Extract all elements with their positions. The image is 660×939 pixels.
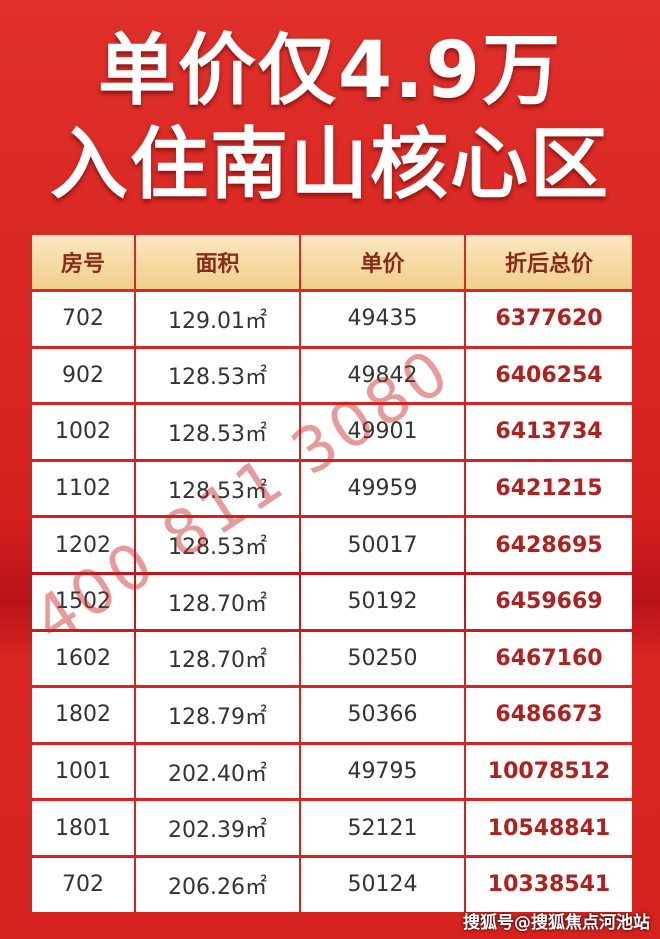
table-row: 1002 128.53㎡ 49901 6413734	[32, 405, 632, 459]
table-row: 1102 128.53㎡ 49959 6421215	[32, 461, 632, 516]
total-price-cell: 6377620	[466, 292, 632, 346]
total-price-cell: 6413734	[466, 405, 632, 459]
table-cell: 128.70㎡	[136, 631, 299, 686]
total-price-cell: 6486673	[466, 688, 632, 742]
table-cell: 702	[32, 858, 134, 912]
table-row: 702 206.26㎡ 50124 10338541	[32, 858, 632, 912]
table-cell: 128.53㎡	[136, 461, 299, 516]
table-cell: 128.53㎡	[136, 518, 299, 572]
column-header: 房号	[32, 235, 134, 289]
table-cell: 50124	[301, 858, 464, 912]
table-cell: 1602	[32, 631, 134, 686]
table-cell: 50192	[301, 575, 464, 629]
table-row: 1801 202.39㎡ 52121 10548841	[32, 801, 632, 855]
table-row: 1001 202.40㎡ 49795 10078512	[32, 744, 632, 799]
table-cell: 902	[32, 348, 134, 403]
total-price-cell: 6428695	[466, 518, 632, 572]
total-price-cell: 10548841	[466, 801, 632, 855]
table-cell: 128.70㎡	[136, 575, 299, 629]
table-row: 1602 128.70㎡ 50250 6467160	[32, 631, 632, 686]
table-cell: 50366	[301, 688, 464, 742]
total-price-cell: 6467160	[466, 631, 632, 686]
table-cell: 1802	[32, 688, 134, 742]
table-cell: 202.39㎡	[136, 801, 299, 855]
table-cell: 702	[32, 292, 134, 346]
table-row: 702 129.01㎡ 49435 6377620	[32, 292, 632, 346]
table-cell: 129.01㎡	[136, 292, 299, 346]
table-row: 1502 128.70㎡ 50192 6459669	[32, 575, 632, 629]
table-cell: 49901	[301, 405, 464, 459]
table-row: 902 128.53㎡ 49842 6406254	[32, 348, 632, 403]
column-header: 面积	[136, 235, 299, 289]
table-cell: 49435	[301, 292, 464, 346]
total-price-cell: 6406254	[466, 348, 632, 403]
table-cell: 1002	[32, 405, 134, 459]
table-cell: 202.40㎡	[136, 744, 299, 799]
footer-credit: 搜狐号@搜狐焦点河池站	[463, 913, 650, 933]
table-cell: 128.79㎡	[136, 688, 299, 742]
table-cell: 49795	[301, 744, 464, 799]
table-cell: 49842	[301, 348, 464, 403]
table-cell: 50017	[301, 518, 464, 572]
table-cell: 49959	[301, 461, 464, 516]
column-header: 折后总价	[466, 235, 632, 289]
total-price-cell: 10338541	[466, 858, 632, 912]
table-row: 1202 128.53㎡ 50017 6428695	[32, 518, 632, 572]
header-row: 房号 面积 单价 折后总价	[32, 235, 632, 289]
table-cell: 128.53㎡	[136, 348, 299, 403]
table-cell: 206.26㎡	[136, 858, 299, 912]
table-cell: 1502	[32, 575, 134, 629]
title-line: 入住南山核心区	[49, 120, 610, 210]
title-line: 单价仅4.9万	[97, 26, 563, 116]
table-cell: 128.53㎡	[136, 405, 299, 459]
table-cell: 50250	[301, 631, 464, 686]
table-cell: 1001	[32, 744, 134, 799]
table-cell: 52121	[301, 801, 464, 855]
total-price-cell: 6459669	[466, 575, 632, 629]
table-cell: 1202	[32, 518, 134, 572]
total-price-cell: 10078512	[466, 744, 632, 799]
table-cell: 1801	[32, 801, 134, 855]
column-header: 单价	[301, 235, 464, 289]
table-cell: 1102	[32, 461, 134, 516]
table-row: 1802 128.79㎡ 50366 6486673	[32, 688, 632, 742]
total-price-cell: 6421215	[466, 461, 632, 516]
